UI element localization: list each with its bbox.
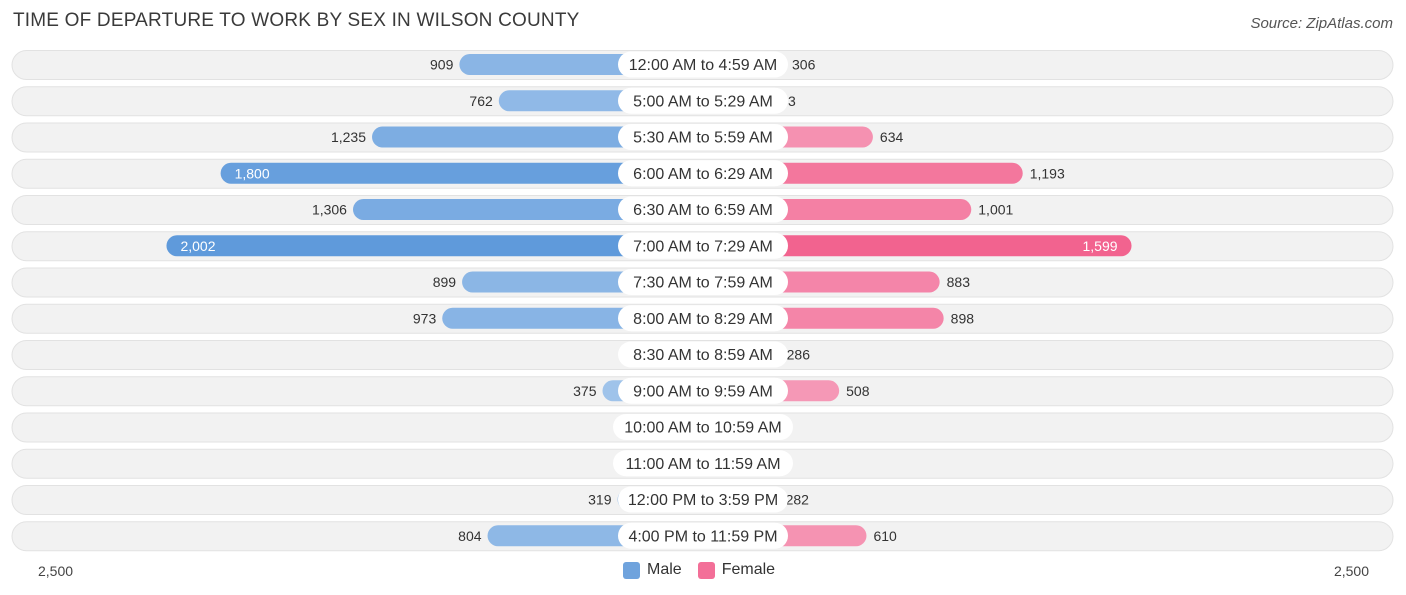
category-pill — [618, 87, 788, 114]
category-label: 6:00 AM to 6:29 AM — [633, 166, 773, 183]
legend-item-male: Male — [623, 561, 682, 579]
category-label: 5:00 AM to 5:29 AM — [633, 93, 773, 110]
category-label: 7:30 AM to 7:59 AM — [633, 275, 773, 292]
male-value-label: 1,800 — [235, 165, 270, 181]
category-label: 4:00 PM to 11:59 PM — [628, 528, 777, 545]
category-pill — [613, 414, 793, 440]
category-label: 12:00 PM to 3:59 PM — [628, 492, 778, 509]
axis-left-label: 2,500 — [38, 563, 74, 579]
female-value-label: 898 — [951, 310, 975, 326]
category-pill — [618, 196, 788, 223]
female-value-label: 1,001 — [978, 202, 1013, 218]
male-bar — [166, 235, 704, 257]
category-pill — [618, 160, 788, 187]
legend-item-female: Female — [697, 561, 776, 579]
chart-title: TIME OF DEPARTURE TO WORK BY SEX IN WILS… — [13, 10, 580, 31]
male-value-label: 909 — [430, 57, 454, 73]
legend: Male Female — [623, 561, 791, 579]
legend-swatch-female — [697, 561, 715, 579]
category-pill — [618, 305, 788, 332]
female-value-label: 610 — [873, 528, 897, 544]
legend-label-male: Male — [647, 561, 682, 578]
female-value-label: 1,193 — [1030, 165, 1065, 181]
category-label: 11:00 AM to 11:59 AM — [625, 456, 780, 473]
category-label: 8:30 AM to 8:59 AM — [633, 347, 773, 364]
category-label: 10:00 AM to 10:59 AM — [624, 420, 781, 437]
female-value-label: 883 — [947, 274, 971, 290]
category-pill — [618, 377, 788, 404]
category-label: 7:00 AM to 7:29 AM — [633, 238, 773, 255]
axis-right-label: 2,500 — [1333, 563, 1369, 579]
category-pill — [618, 341, 788, 368]
male-value-label: 899 — [433, 274, 457, 290]
category-label: 12:00 AM to 4:59 AM — [629, 57, 778, 74]
category-label: 8:00 AM to 8:29 AM — [633, 311, 773, 328]
category-pill — [618, 124, 788, 150]
male-value-label: 804 — [458, 528, 482, 544]
male-value-label: 375 — [573, 383, 597, 399]
male-bar — [220, 162, 703, 184]
category-label: 9:00 AM to 9:59 AM — [633, 383, 773, 400]
category-pill — [618, 232, 788, 259]
category-label: 5:30 AM to 5:59 AM — [633, 130, 773, 147]
female-value-label: 1,599 — [1082, 238, 1117, 254]
source-label: Source: ZipAtlas.com — [1250, 15, 1393, 32]
female-value-label: 282 — [786, 492, 810, 508]
male-value-label: 319 — [588, 492, 612, 508]
female-value-label: 634 — [880, 129, 904, 145]
male-value-label: 973 — [413, 310, 437, 326]
legend-label-female: Female — [721, 561, 776, 578]
female-value-label: 286 — [787, 347, 811, 363]
category-pill — [618, 51, 788, 78]
female-value-label: 508 — [846, 383, 870, 399]
male-value-label: 1,235 — [331, 129, 366, 145]
category-label: 6:30 AM to 6:59 AM — [633, 202, 773, 219]
female-value-label: 306 — [792, 57, 816, 73]
male-bar — [352, 199, 703, 220]
category-pill — [613, 450, 793, 477]
male-value-label: 2,002 — [180, 238, 215, 254]
category-pill — [618, 269, 788, 295]
male-value-label: 1,306 — [312, 202, 347, 218]
male-value-label: 762 — [469, 93, 493, 109]
legend-swatch-male — [623, 561, 640, 579]
category-pill — [618, 522, 788, 549]
female-bar — [703, 235, 1132, 257]
category-pill — [618, 486, 788, 513]
